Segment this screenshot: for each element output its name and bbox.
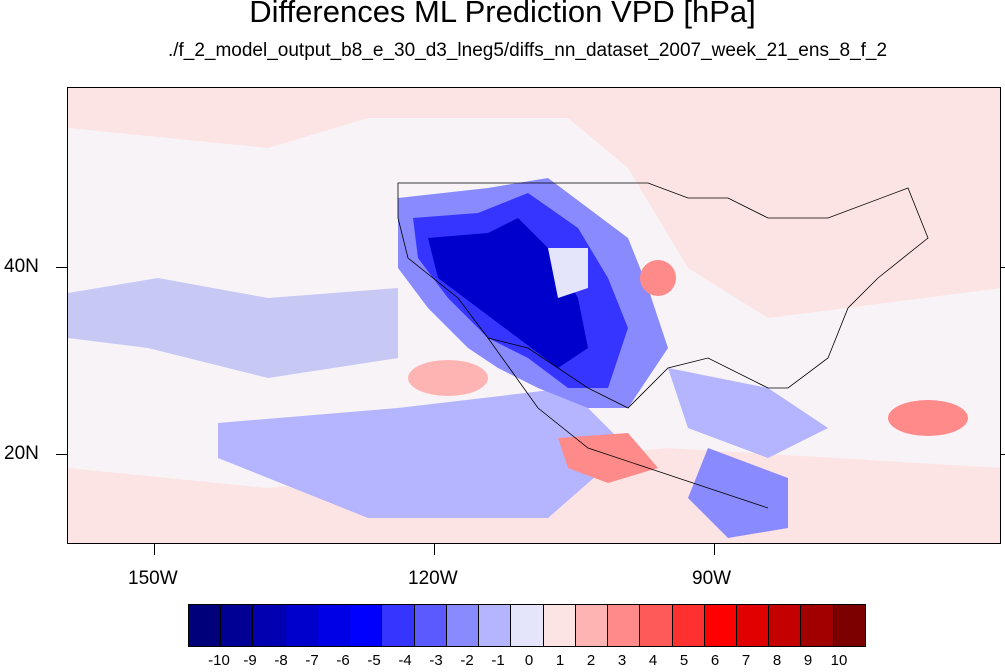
colorbar-swatch [543, 605, 576, 646]
colorbar-label: 1 [555, 652, 565, 669]
tick-90w [714, 544, 715, 555]
colorbar-label: -4 [398, 652, 412, 669]
colorbar-swatch [672, 605, 705, 646]
tick-40n [56, 267, 67, 268]
negative-region-caribbean [688, 448, 788, 538]
colorbar-swatch [511, 605, 544, 646]
positive-region-atlantic [888, 400, 968, 436]
colorbar-swatch [350, 605, 383, 646]
chart-subtitle: ./f_2_model_output_b8_e_30_d3_lneg5/diff… [167, 40, 888, 61]
colorbar-label: 3 [617, 652, 627, 669]
colorbar-label: 4 [648, 652, 658, 669]
colorbar-swatch [575, 605, 609, 646]
colorbar-label: -9 [243, 652, 257, 669]
colorado-light-patch [548, 248, 588, 298]
colorbar-swatch [221, 605, 254, 646]
colorbar-swatch [446, 605, 480, 646]
colorbar-label: 2 [586, 652, 596, 669]
tick-20n [56, 454, 67, 455]
colorbar-swatch [801, 605, 834, 646]
colorbar-swatch [189, 605, 222, 646]
map-canvas [68, 88, 1000, 543]
positive-spot-missouri [640, 260, 676, 296]
positive-region-north [68, 88, 1000, 318]
colorbar-label: -1 [491, 652, 505, 669]
colorbar-label: -7 [305, 652, 319, 669]
tick-40n-right [1001, 267, 1005, 268]
chart-title: Differences ML Prediction VPD [hPa] [249, 0, 756, 29]
positive-region-mexico [558, 433, 658, 483]
colorbar-swatch [608, 605, 641, 646]
tick-150w [154, 544, 155, 555]
lon-label-90w: 90W [692, 568, 732, 589]
negative-region-gulf [668, 368, 828, 458]
colorbar-swatch [253, 605, 286, 646]
colorbar-swatch [479, 605, 512, 646]
lat-label-40n: 40N [4, 256, 39, 277]
colorbar-label: -8 [274, 652, 288, 669]
colorbar-swatch [769, 605, 802, 646]
negative-band-pacific [68, 278, 398, 378]
colorbar-swatch [640, 605, 673, 646]
colorbar-label: -5 [367, 652, 381, 669]
colorbar-swatch [704, 605, 737, 646]
colorbar-label: 0 [524, 652, 534, 669]
colorbar-swatch [833, 605, 865, 646]
tick-20n-right [1001, 454, 1005, 455]
colorbar-label: -2 [460, 652, 474, 669]
conus-outline [397, 182, 929, 409]
lon-label-120w: 120W [408, 568, 458, 589]
negative-region-west-core [428, 218, 588, 368]
tick-120w [434, 544, 435, 555]
negative-band-tropical-pacific [218, 388, 628, 518]
colorbar-label: 6 [710, 652, 720, 669]
colorbar-swatch [317, 605, 351, 646]
lon-label-150w: 150W [128, 568, 178, 589]
vpd-difference-map [67, 87, 1001, 544]
mexico-coast [487, 337, 769, 509]
colorbar-swatch [285, 605, 318, 646]
colorbar-label: -3 [429, 652, 443, 669]
colorbar-label: 5 [679, 652, 689, 669]
colorbar-swatch [736, 605, 770, 646]
colorbar-label: 10 [830, 652, 848, 669]
colorbar-swatch [382, 605, 415, 646]
colorbar-label: 8 [772, 652, 782, 669]
colorbar-label: -6 [336, 652, 350, 669]
lat-label-20n: 20N [4, 443, 39, 464]
colorbar-swatch [414, 605, 447, 646]
colorbar-label: 9 [803, 652, 813, 669]
colorbar-label: -10 [208, 652, 230, 669]
colorbar [188, 604, 866, 647]
colorbar-label: 7 [741, 652, 751, 669]
positive-region-pacific [408, 360, 488, 396]
